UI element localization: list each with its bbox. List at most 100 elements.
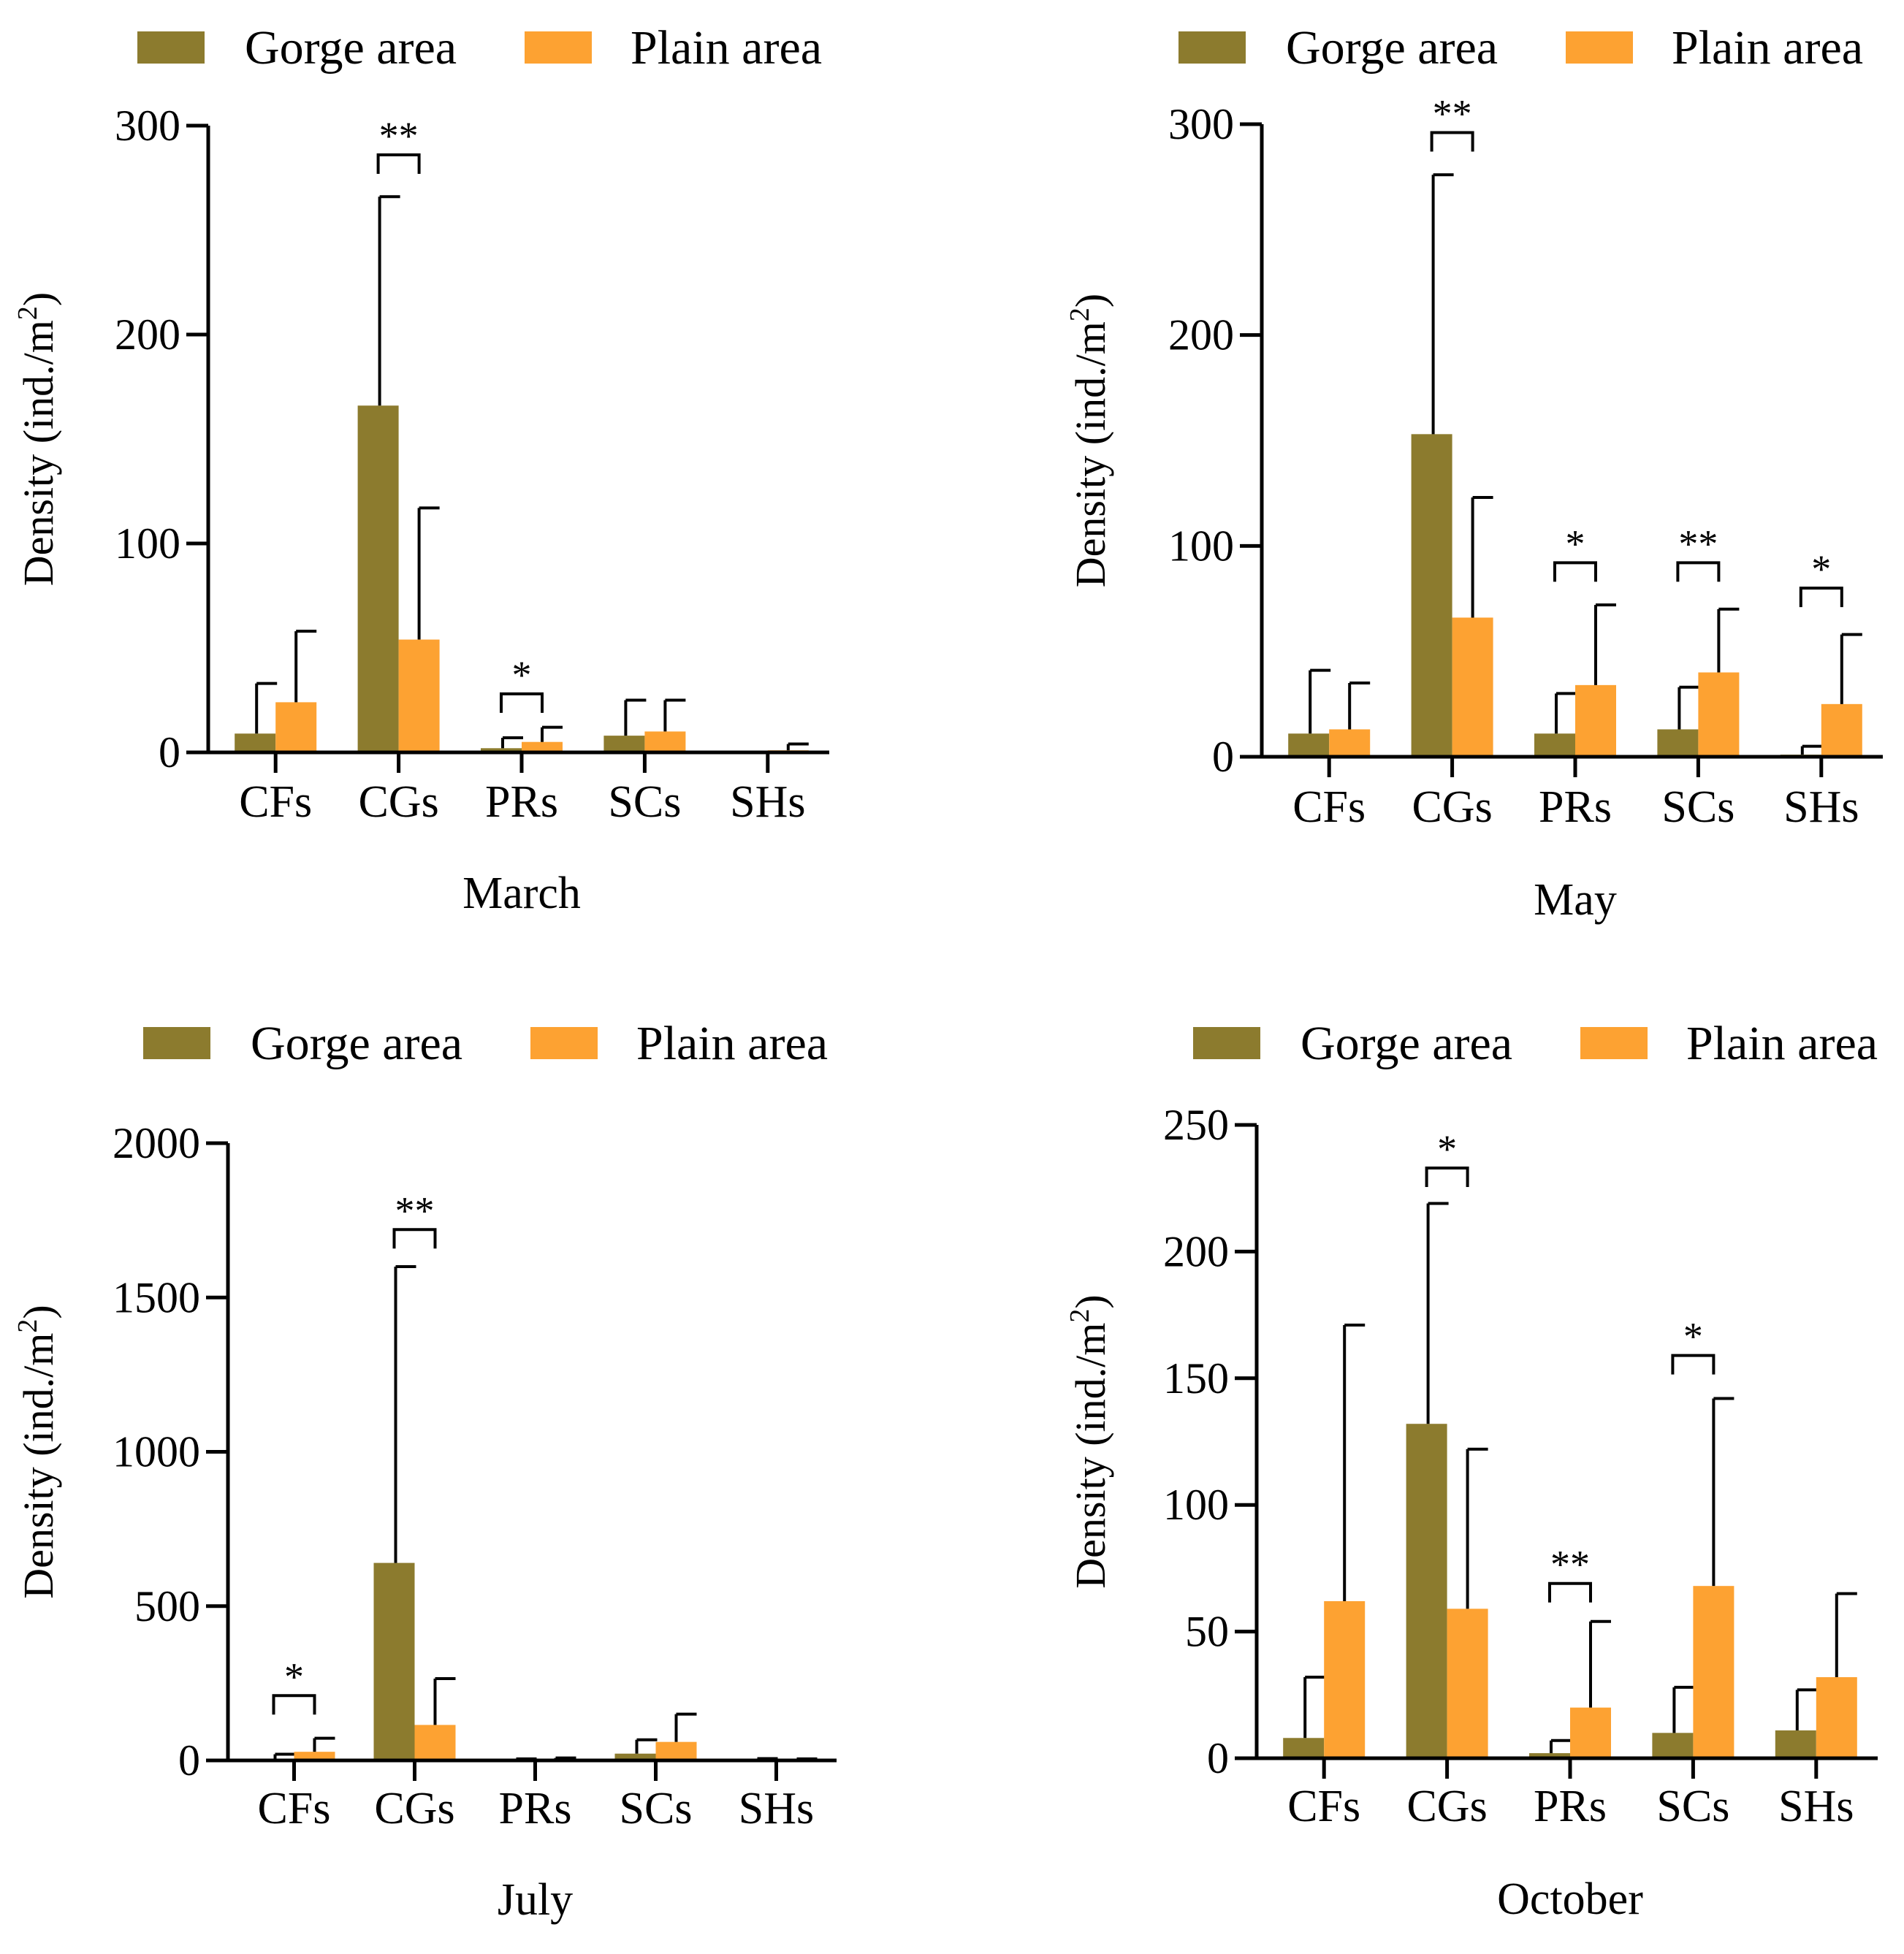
y-tick-label: 50 — [1185, 1608, 1229, 1656]
bar-plain-scs[interactable] — [655, 1741, 697, 1760]
bar-gorge-cgs[interactable] — [373, 1562, 415, 1760]
bar-gorge-cfs[interactable] — [1288, 733, 1330, 757]
bar-plain-cfs[interactable] — [294, 1752, 335, 1760]
legend-swatch-gorge — [143, 1027, 210, 1059]
y-axis-title-superscript: 2 — [12, 1319, 43, 1333]
bar-gorge-scs[interactable] — [603, 736, 645, 752]
bar-plain-cfs[interactable] — [1329, 729, 1371, 757]
legend-swatch-gorge — [137, 31, 205, 64]
y-axis-title: Density (ind./m2) — [12, 1305, 62, 1598]
legend-label-plain: Plain area — [631, 21, 822, 75]
bar-plain-cfs[interactable] — [275, 702, 317, 752]
bar-gorge-cgs[interactable] — [1411, 434, 1452, 757]
y-axis-title-main: Density (ind./m — [15, 1333, 62, 1599]
y-axis-title-close: ) — [15, 292, 62, 306]
x-tick-label-scs: SCs — [620, 1784, 693, 1833]
y-tick-label: 250 — [1163, 1101, 1229, 1149]
bar-gorge-cgs[interactable] — [1406, 1424, 1447, 1758]
bar-plain-cgs[interactable] — [414, 1725, 456, 1760]
bar-gorge-scs[interactable] — [1657, 729, 1699, 757]
bar-plain-cgs[interactable] — [398, 639, 440, 752]
y-axis-title-superscript: 2 — [12, 306, 43, 320]
y-axis-title-main: Density (ind./m — [15, 320, 62, 586]
bar-plain-prs[interactable] — [1575, 684, 1616, 757]
bar-plain-shs[interactable] — [1816, 1677, 1857, 1758]
bar-gorge-cgs[interactable] — [357, 405, 399, 752]
legend-label-plain: Plain area — [1672, 21, 1863, 75]
y-axis-title-close: ) — [1067, 294, 1114, 308]
significance-label: * — [1437, 1127, 1457, 1171]
y-tick-label: 200 — [1163, 1227, 1229, 1275]
legend-label-plain: Plain area — [636, 1017, 828, 1070]
bar-plain-scs[interactable] — [1693, 1586, 1734, 1758]
legend-label-gorge: Gorge area — [1301, 1017, 1512, 1070]
significance-bracket — [1799, 587, 1843, 608]
legend: Gorge area Plain area — [137, 21, 822, 75]
y-tick-label: 0 — [178, 1736, 200, 1785]
y-tick-label: 300 — [1168, 100, 1234, 148]
significance-label: ** — [1433, 92, 1472, 136]
x-tick-label-prs: PRs — [1539, 782, 1612, 832]
y-tick-label: 150 — [1163, 1354, 1229, 1402]
significance-bracket — [1553, 561, 1597, 582]
y-axis-title: Density (ind./m2) — [1065, 1294, 1114, 1588]
legend: Gorge area Plain area — [1193, 1017, 1878, 1070]
legend-label-gorge: Gorge area — [1286, 21, 1498, 75]
legend: Gorge area Plain area — [143, 1017, 828, 1070]
bar-plain-prs[interactable] — [522, 741, 563, 752]
y-tick-label: 1000 — [113, 1428, 200, 1476]
chart-march: Gorge area Plain area 0 100 200 300 Density (i… — [12, 21, 829, 918]
x-tick-label-cgs: CGs — [1412, 782, 1492, 832]
y-tick-label: 0 — [1207, 1734, 1229, 1782]
significance-label: ** — [395, 1188, 435, 1232]
bar-plain-prs[interactable] — [1570, 1707, 1611, 1758]
y-tick-label: 0 — [159, 728, 180, 776]
bar-gorge-cfs[interactable] — [1283, 1738, 1325, 1758]
bar-plain-scs[interactable] — [1698, 672, 1740, 757]
significance-bracket — [1548, 1581, 1592, 1603]
bar-gorge-prs[interactable] — [481, 748, 522, 752]
x-axis-title: May — [1534, 875, 1617, 925]
significance-bracket — [1676, 561, 1721, 582]
x-tick-label-cfs: CFs — [1292, 782, 1366, 832]
y-axis-title-superscript: 2 — [1065, 1309, 1095, 1323]
y-tick-label: 100 — [115, 519, 180, 568]
legend: Gorge area Plain area — [1178, 21, 1863, 75]
x-tick-label-scs: SCs — [608, 777, 681, 827]
significance-bracket — [1671, 1354, 1715, 1375]
bar-plain-cfs[interactable] — [1324, 1600, 1366, 1758]
bar-gorge-cfs[interactable] — [235, 733, 276, 752]
x-tick-label-shs: SHs — [739, 1784, 814, 1833]
bar-plain-shs[interactable] — [1821, 703, 1862, 757]
y-tick-label: 0 — [1212, 733, 1234, 781]
significance-bracket — [1425, 1166, 1469, 1187]
x-tick-label-scs: SCs — [1656, 1782, 1729, 1831]
bar-gorge-prs[interactable] — [1529, 1753, 1570, 1758]
x-tick-label-scs: SCs — [1661, 782, 1734, 832]
x-axis-title: March — [462, 869, 581, 918]
y-axis-title: Density (ind./m2) — [12, 292, 62, 586]
x-tick-label-cgs: CGs — [374, 1784, 454, 1833]
y-axis-title-main: Density (ind./m — [1067, 1323, 1114, 1589]
significance-label: * — [1566, 522, 1585, 565]
significance-label: * — [1811, 547, 1831, 591]
bar-gorge-shs[interactable] — [1775, 1730, 1816, 1758]
legend-swatch-gorge — [1193, 1027, 1260, 1059]
y-tick-label: 1500 — [113, 1273, 200, 1321]
x-tick-label-cgs: CGs — [1406, 1782, 1487, 1831]
significance-bracket — [392, 1228, 437, 1249]
y-axis-title-close: ) — [15, 1305, 62, 1318]
bar-plain-cgs[interactable] — [1452, 617, 1493, 757]
bar-plain-scs[interactable] — [644, 731, 686, 752]
bar-gorge-prs[interactable] — [1534, 733, 1575, 757]
bar-plain-cgs[interactable] — [1447, 1608, 1488, 1758]
legend-label-gorge: Gorge area — [251, 1017, 462, 1070]
y-tick-label: 200 — [115, 310, 180, 359]
bar-gorge-scs[interactable] — [614, 1753, 656, 1760]
y-tick-label: 2000 — [113, 1119, 200, 1167]
significance-bracket — [1430, 131, 1474, 152]
x-axis-title: July — [498, 1875, 573, 1925]
bar-gorge-scs[interactable] — [1652, 1733, 1694, 1758]
x-tick-label-cfs: CFs — [1287, 1782, 1360, 1831]
